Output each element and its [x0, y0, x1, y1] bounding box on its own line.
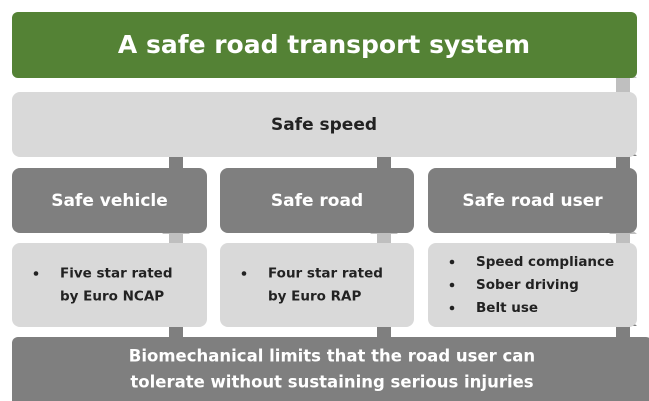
title-box [12, 12, 637, 78]
pillar-label: Safe road user [462, 191, 603, 211]
bullet [33, 271, 39, 276]
base-box [12, 337, 649, 401]
base-line: tolerate without sustaining serious inju… [130, 373, 533, 392]
pillar-box [428, 168, 637, 233]
title: A safe road transport system [118, 30, 530, 59]
bullet [449, 282, 455, 288]
speed-box [12, 92, 637, 157]
base-line: Biomechanical limits that the road user … [129, 347, 535, 366]
detail-box [428, 243, 637, 327]
bullet-text: Belt use [476, 300, 538, 316]
bullet [449, 305, 455, 311]
pillar-box [12, 168, 207, 233]
bullet-text: by Euro RAP [268, 289, 361, 305]
bullet-text: by Euro NCAP [60, 289, 164, 305]
bullet-text: Five star rated [60, 266, 173, 282]
detail-box [220, 243, 414, 327]
pillar-box [220, 168, 414, 233]
speed-label: Safe speed [271, 115, 377, 135]
bullet-text: Four star rated [268, 266, 383, 282]
bullet-text: Sober driving [476, 277, 579, 293]
detail-box [12, 243, 207, 327]
pillar-label: Safe road [271, 191, 363, 211]
pillars: Safe vehicle Five star rated by Euro NCAP S… [12, 168, 637, 327]
bullet [449, 259, 455, 265]
pillar-label: Safe vehicle [51, 191, 168, 211]
bullet-text: Speed compliance [476, 254, 614, 270]
bullet [241, 271, 247, 276]
